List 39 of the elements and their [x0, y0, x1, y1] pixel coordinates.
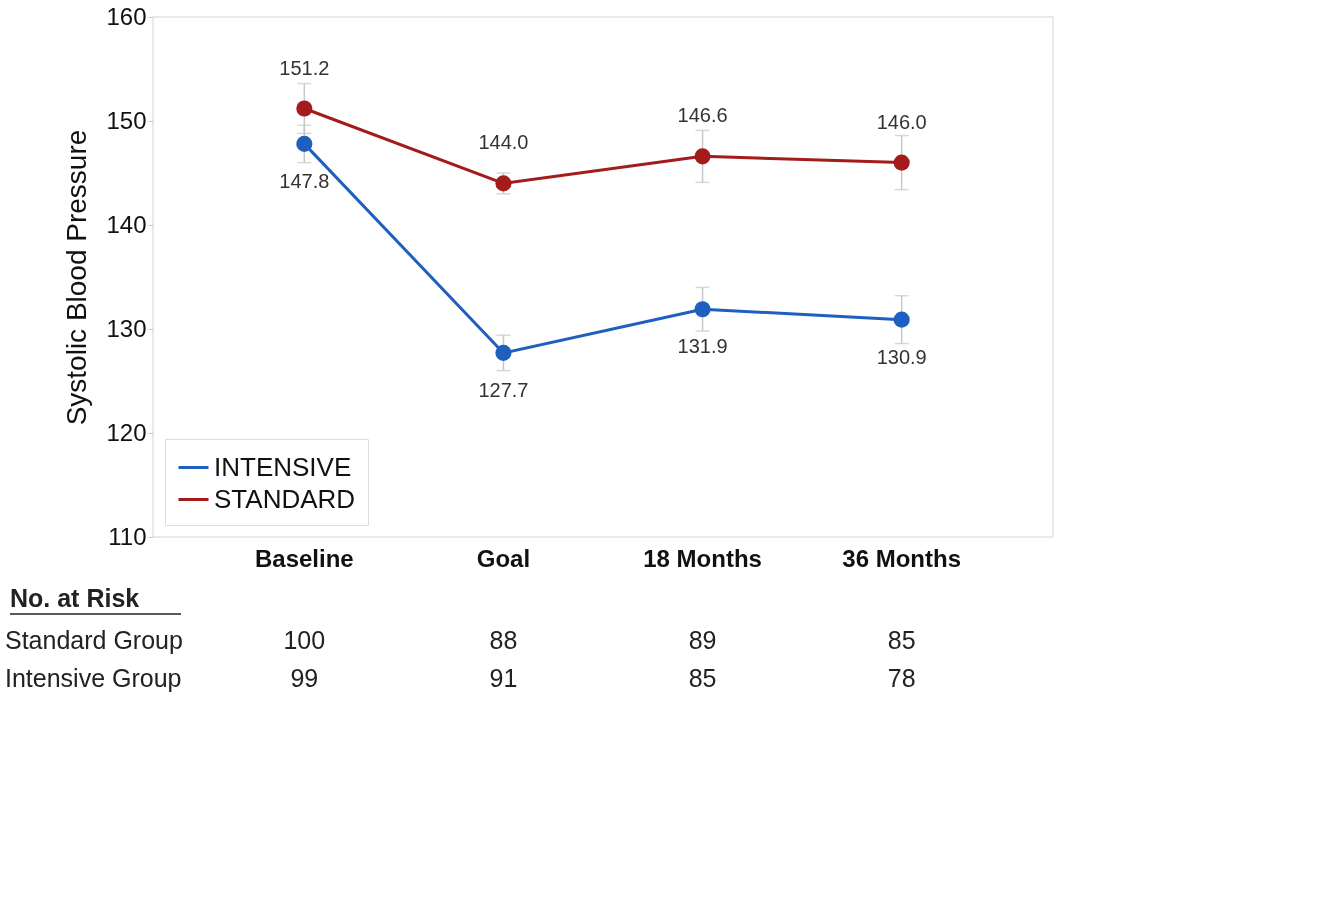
y-tick-label: 110	[108, 522, 147, 550]
x-tick-label: 18 Months	[643, 544, 762, 572]
text: 85	[688, 664, 717, 692]
y-axis-title: Systolic Blood Pressure	[61, 129, 93, 426]
text: 89	[688, 626, 717, 654]
y-tick-label: 140	[106, 210, 147, 238]
y-tick-label: 130	[106, 314, 147, 342]
y-tick-label: 120	[106, 418, 147, 446]
data-label: 144.0	[478, 131, 529, 154]
text: 91	[489, 664, 518, 692]
data-label: 151.2	[279, 56, 330, 79]
y-tick-label: 160	[106, 2, 147, 30]
point	[296, 100, 313, 117]
point	[893, 311, 910, 328]
point	[495, 344, 512, 361]
text: 100	[283, 626, 326, 654]
data-label: 146.6	[677, 104, 728, 127]
data-label: 127.7	[478, 378, 529, 401]
text: Intensive Group	[5, 664, 182, 692]
y-tick-label: 150	[106, 106, 147, 134]
data-label: 146.0	[876, 110, 927, 133]
text: 88	[489, 626, 518, 654]
text: 99	[290, 664, 319, 692]
point	[694, 301, 711, 318]
data-label: 131.9	[677, 335, 728, 358]
x-tick-label: Baseline	[254, 544, 354, 572]
text: 78	[887, 664, 916, 692]
point	[694, 148, 711, 165]
point	[296, 135, 313, 152]
data-label: 130.9	[876, 345, 927, 368]
x-tick-label: Goal	[476, 544, 531, 572]
text: No. at Risk	[10, 584, 140, 612]
legend-label: STANDARD	[214, 483, 356, 514]
text: 85	[887, 626, 916, 654]
text: Standard Group	[5, 626, 183, 654]
legend-label: INTENSIVE	[214, 451, 352, 482]
data-label: 147.8	[279, 169, 330, 192]
point	[893, 154, 910, 171]
x-tick-label: 36 Months	[842, 544, 962, 572]
